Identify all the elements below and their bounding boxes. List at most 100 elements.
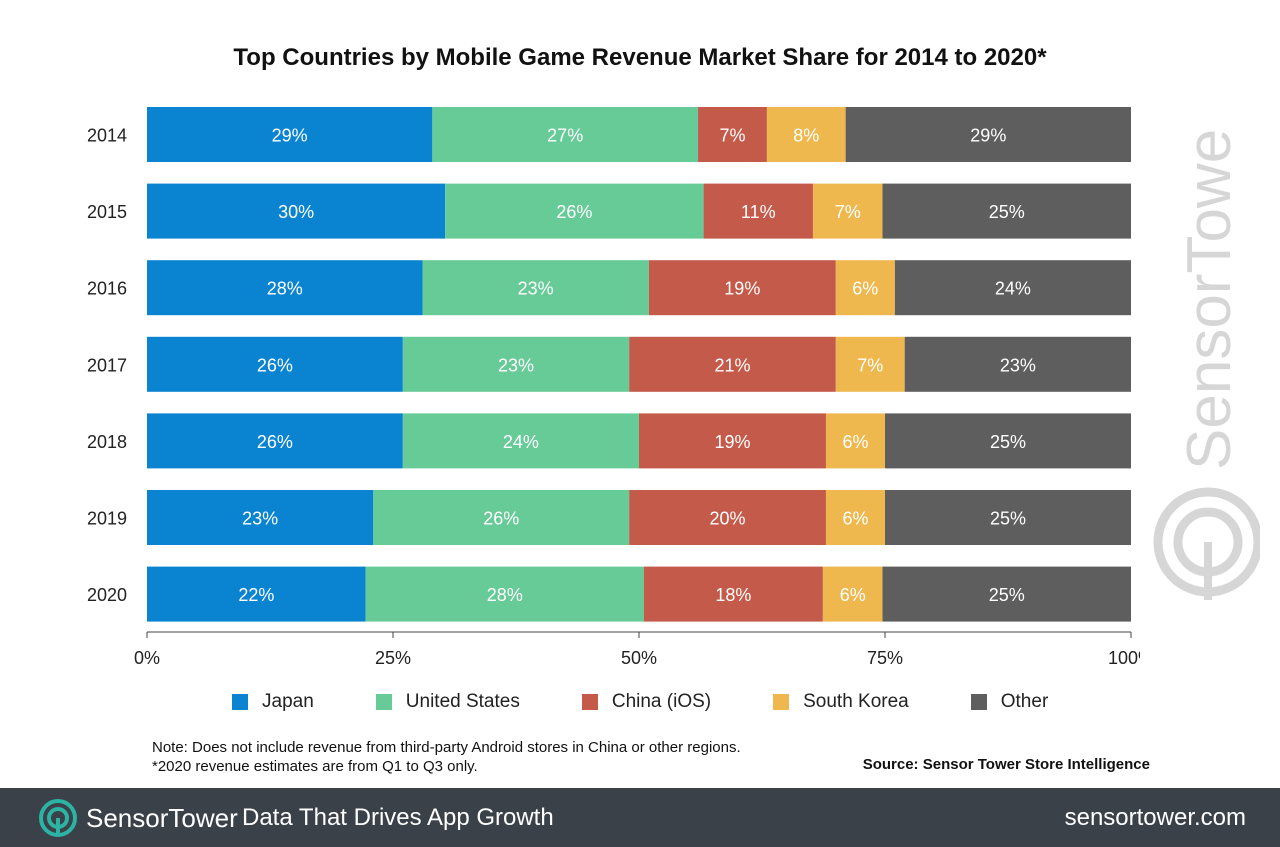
bar-label-2018-3: 6% bbox=[842, 432, 868, 452]
bar-2019-south-korea bbox=[825, 490, 885, 545]
bar-label-2018-1: 24% bbox=[503, 432, 539, 452]
bar-2019-japan bbox=[147, 490, 374, 545]
footnote-line-2: *2020 revenue estimates are from Q1 to Q… bbox=[152, 758, 478, 775]
legend-swatch-japan bbox=[232, 694, 248, 710]
legend-label-united-states: United States bbox=[405, 691, 520, 712]
bar-label-2019-2: 20% bbox=[710, 509, 746, 529]
bar-label-2020-3: 6% bbox=[840, 585, 866, 605]
bar-label-2019-1: 26% bbox=[483, 509, 519, 529]
bar-2020-japan bbox=[147, 566, 366, 622]
bar-label-2017-4: 23% bbox=[1000, 355, 1036, 375]
legend-label-other: Other bbox=[1000, 691, 1049, 712]
footer-brand-sensor: Sensor bbox=[86, 803, 169, 833]
bar-2017-china-ios bbox=[629, 336, 836, 392]
bar-2017-other bbox=[904, 336, 1131, 392]
bar-2014-china-ios bbox=[698, 107, 767, 162]
bar-2020-other bbox=[882, 566, 1131, 622]
year-label-2014: 2014 bbox=[87, 126, 127, 146]
bar-label-2014-2: 7% bbox=[719, 126, 745, 146]
source-credit: Source: Sensor Tower Store Intelligence bbox=[862, 756, 1150, 773]
bar-2017-united-states bbox=[402, 336, 630, 392]
bar-label-2016-0: 28% bbox=[267, 279, 303, 299]
bar-2018-china-ios bbox=[639, 413, 826, 469]
bar-2015-china-ios bbox=[703, 183, 813, 239]
bar-2017-japan bbox=[147, 336, 403, 392]
bar-label-2015-1: 26% bbox=[556, 202, 592, 222]
footer-url[interactable]: sensortower.com bbox=[1064, 804, 1246, 831]
legend-item-south-korea: South Korea bbox=[773, 691, 909, 713]
bar-2020-china-ios bbox=[643, 566, 823, 622]
legend-swatch-other bbox=[970, 694, 987, 710]
legend-item-china-ios: China (iOS) bbox=[581, 691, 711, 713]
bar-label-2018-0: 26% bbox=[257, 432, 293, 452]
bar-2018-south-korea bbox=[825, 413, 885, 469]
footer-brand-tower: Tower bbox=[168, 803, 238, 833]
bar-label-2016-1: 23% bbox=[518, 279, 554, 299]
bar-label-2019-0: 23% bbox=[242, 509, 278, 529]
bar-2017-south-korea bbox=[835, 336, 905, 392]
footnote: Note: Does not include revenue from thir… bbox=[152, 738, 741, 776]
bar-label-2015-2: 11% bbox=[741, 202, 776, 222]
watermark-text: SensorTower bbox=[1175, 130, 1244, 470]
legend-label-japan: Japan bbox=[262, 691, 314, 712]
x-tick-label-0: 0% bbox=[134, 648, 160, 668]
stacked-bar-chart: 2014 29% 27% 7% 8% 29% 2015 30% 26% 11% 7% 25% 2016 2… bbox=[87, 107, 1140, 668]
bar-label-2016-3: 6% bbox=[852, 279, 878, 299]
bar-2015-other bbox=[882, 183, 1131, 239]
bar-2018-japan bbox=[147, 413, 403, 469]
sensortower-logo-icon bbox=[39, 799, 77, 837]
bar-2016-united-states bbox=[422, 260, 649, 316]
bar-label-2014-1: 27% bbox=[547, 126, 583, 146]
bar-label-2014-0: 29% bbox=[272, 126, 308, 146]
bar-2014-japan bbox=[147, 107, 433, 162]
legend-label-south-korea: South Korea bbox=[803, 691, 909, 712]
bar-label-2014-4: 29% bbox=[970, 126, 1006, 146]
bar-label-2018-2: 19% bbox=[714, 432, 750, 452]
year-label-2017: 2017 bbox=[87, 355, 127, 375]
bar-label-2016-4: 24% bbox=[995, 279, 1031, 299]
bar-label-2017-0: 26% bbox=[257, 355, 293, 375]
bar-label-2015-4: 25% bbox=[989, 202, 1025, 222]
bar-2014-united-states bbox=[432, 107, 699, 162]
legend-swatch-south-korea bbox=[773, 694, 790, 710]
bar-2018-united-states bbox=[402, 413, 639, 469]
chart-title: Top Countries by Mobile Game Revenue Mar… bbox=[233, 44, 1047, 71]
bar-2019-other bbox=[885, 490, 1131, 545]
bar-label-2019-4: 25% bbox=[990, 509, 1026, 529]
bar-label-2014-3: 8% bbox=[793, 126, 819, 146]
bar-label-2020-1: 28% bbox=[487, 585, 523, 605]
bar-2016-south-korea bbox=[835, 260, 895, 316]
footer-tagline: Data That Drives App Growth bbox=[242, 804, 554, 831]
bar-2015-south-korea bbox=[812, 183, 883, 239]
bar-label-2015-0: 30% bbox=[278, 202, 314, 222]
bar-2014-south-korea bbox=[766, 107, 846, 162]
bar-2016-other bbox=[894, 260, 1131, 316]
legend-item-united-states: United States bbox=[375, 691, 520, 713]
watermark-logo-icon bbox=[1153, 487, 1260, 600]
bar-label-2019-3: 6% bbox=[842, 509, 868, 529]
bar-2019-china-ios bbox=[629, 490, 826, 545]
bar-label-2020-0: 22% bbox=[238, 585, 274, 605]
footer-brand: SensorTower bbox=[86, 803, 238, 834]
x-tick-label-50: 50% bbox=[621, 648, 657, 668]
x-tick-label-75: 75% bbox=[867, 648, 903, 668]
bar-label-2016-2: 19% bbox=[724, 279, 760, 299]
year-label-2015: 2015 bbox=[87, 202, 127, 222]
legend-item-japan: Japan bbox=[232, 691, 314, 713]
legend: Japan United States China (iOS) South Korea… bbox=[232, 690, 1110, 714]
legend-item-other: Other bbox=[970, 691, 1049, 713]
footer-bar: SensorTower Data That Drives App Growth … bbox=[0, 788, 1280, 847]
bar-2016-japan bbox=[147, 260, 423, 316]
bar-2015-japan bbox=[147, 183, 446, 239]
bar-label-2020-4: 25% bbox=[989, 585, 1025, 605]
bar-2014-other bbox=[845, 107, 1131, 162]
bar-2019-united-states bbox=[373, 490, 630, 545]
bar-label-2018-4: 25% bbox=[990, 432, 1026, 452]
year-label-2016: 2016 bbox=[87, 279, 127, 299]
legend-swatch-united-states bbox=[375, 694, 392, 710]
bar-2020-united-states bbox=[365, 566, 644, 622]
legend-swatch-china-ios bbox=[581, 694, 598, 710]
bar-label-2017-2: 21% bbox=[714, 355, 750, 375]
year-label-2018: 2018 bbox=[87, 432, 127, 452]
bar-2020-south-korea bbox=[822, 566, 883, 622]
